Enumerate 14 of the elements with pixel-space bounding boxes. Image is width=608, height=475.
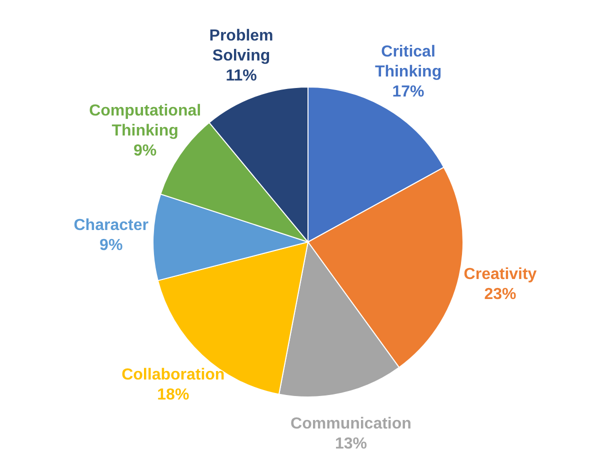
data-label: 13%	[334, 435, 367, 452]
slice-label: Computational Thinking	[89, 102, 202, 140]
data-label: 18%	[157, 386, 190, 404]
slice-label: Creativity	[464, 266, 537, 284]
slice-label: Problem Solving	[209, 28, 274, 65]
slice-label: Communication	[290, 415, 412, 432]
data-label: 9%	[100, 237, 123, 254]
data-label: 11%	[226, 68, 257, 85]
data-label: 17%	[392, 84, 424, 101]
data-label: 23%	[484, 286, 516, 304]
slice-label: Collaboration	[122, 366, 225, 384]
slice-label: Character	[74, 217, 148, 234]
data-label: 9%	[134, 142, 157, 160]
slice-label: Critical Thinking	[374, 44, 442, 81]
